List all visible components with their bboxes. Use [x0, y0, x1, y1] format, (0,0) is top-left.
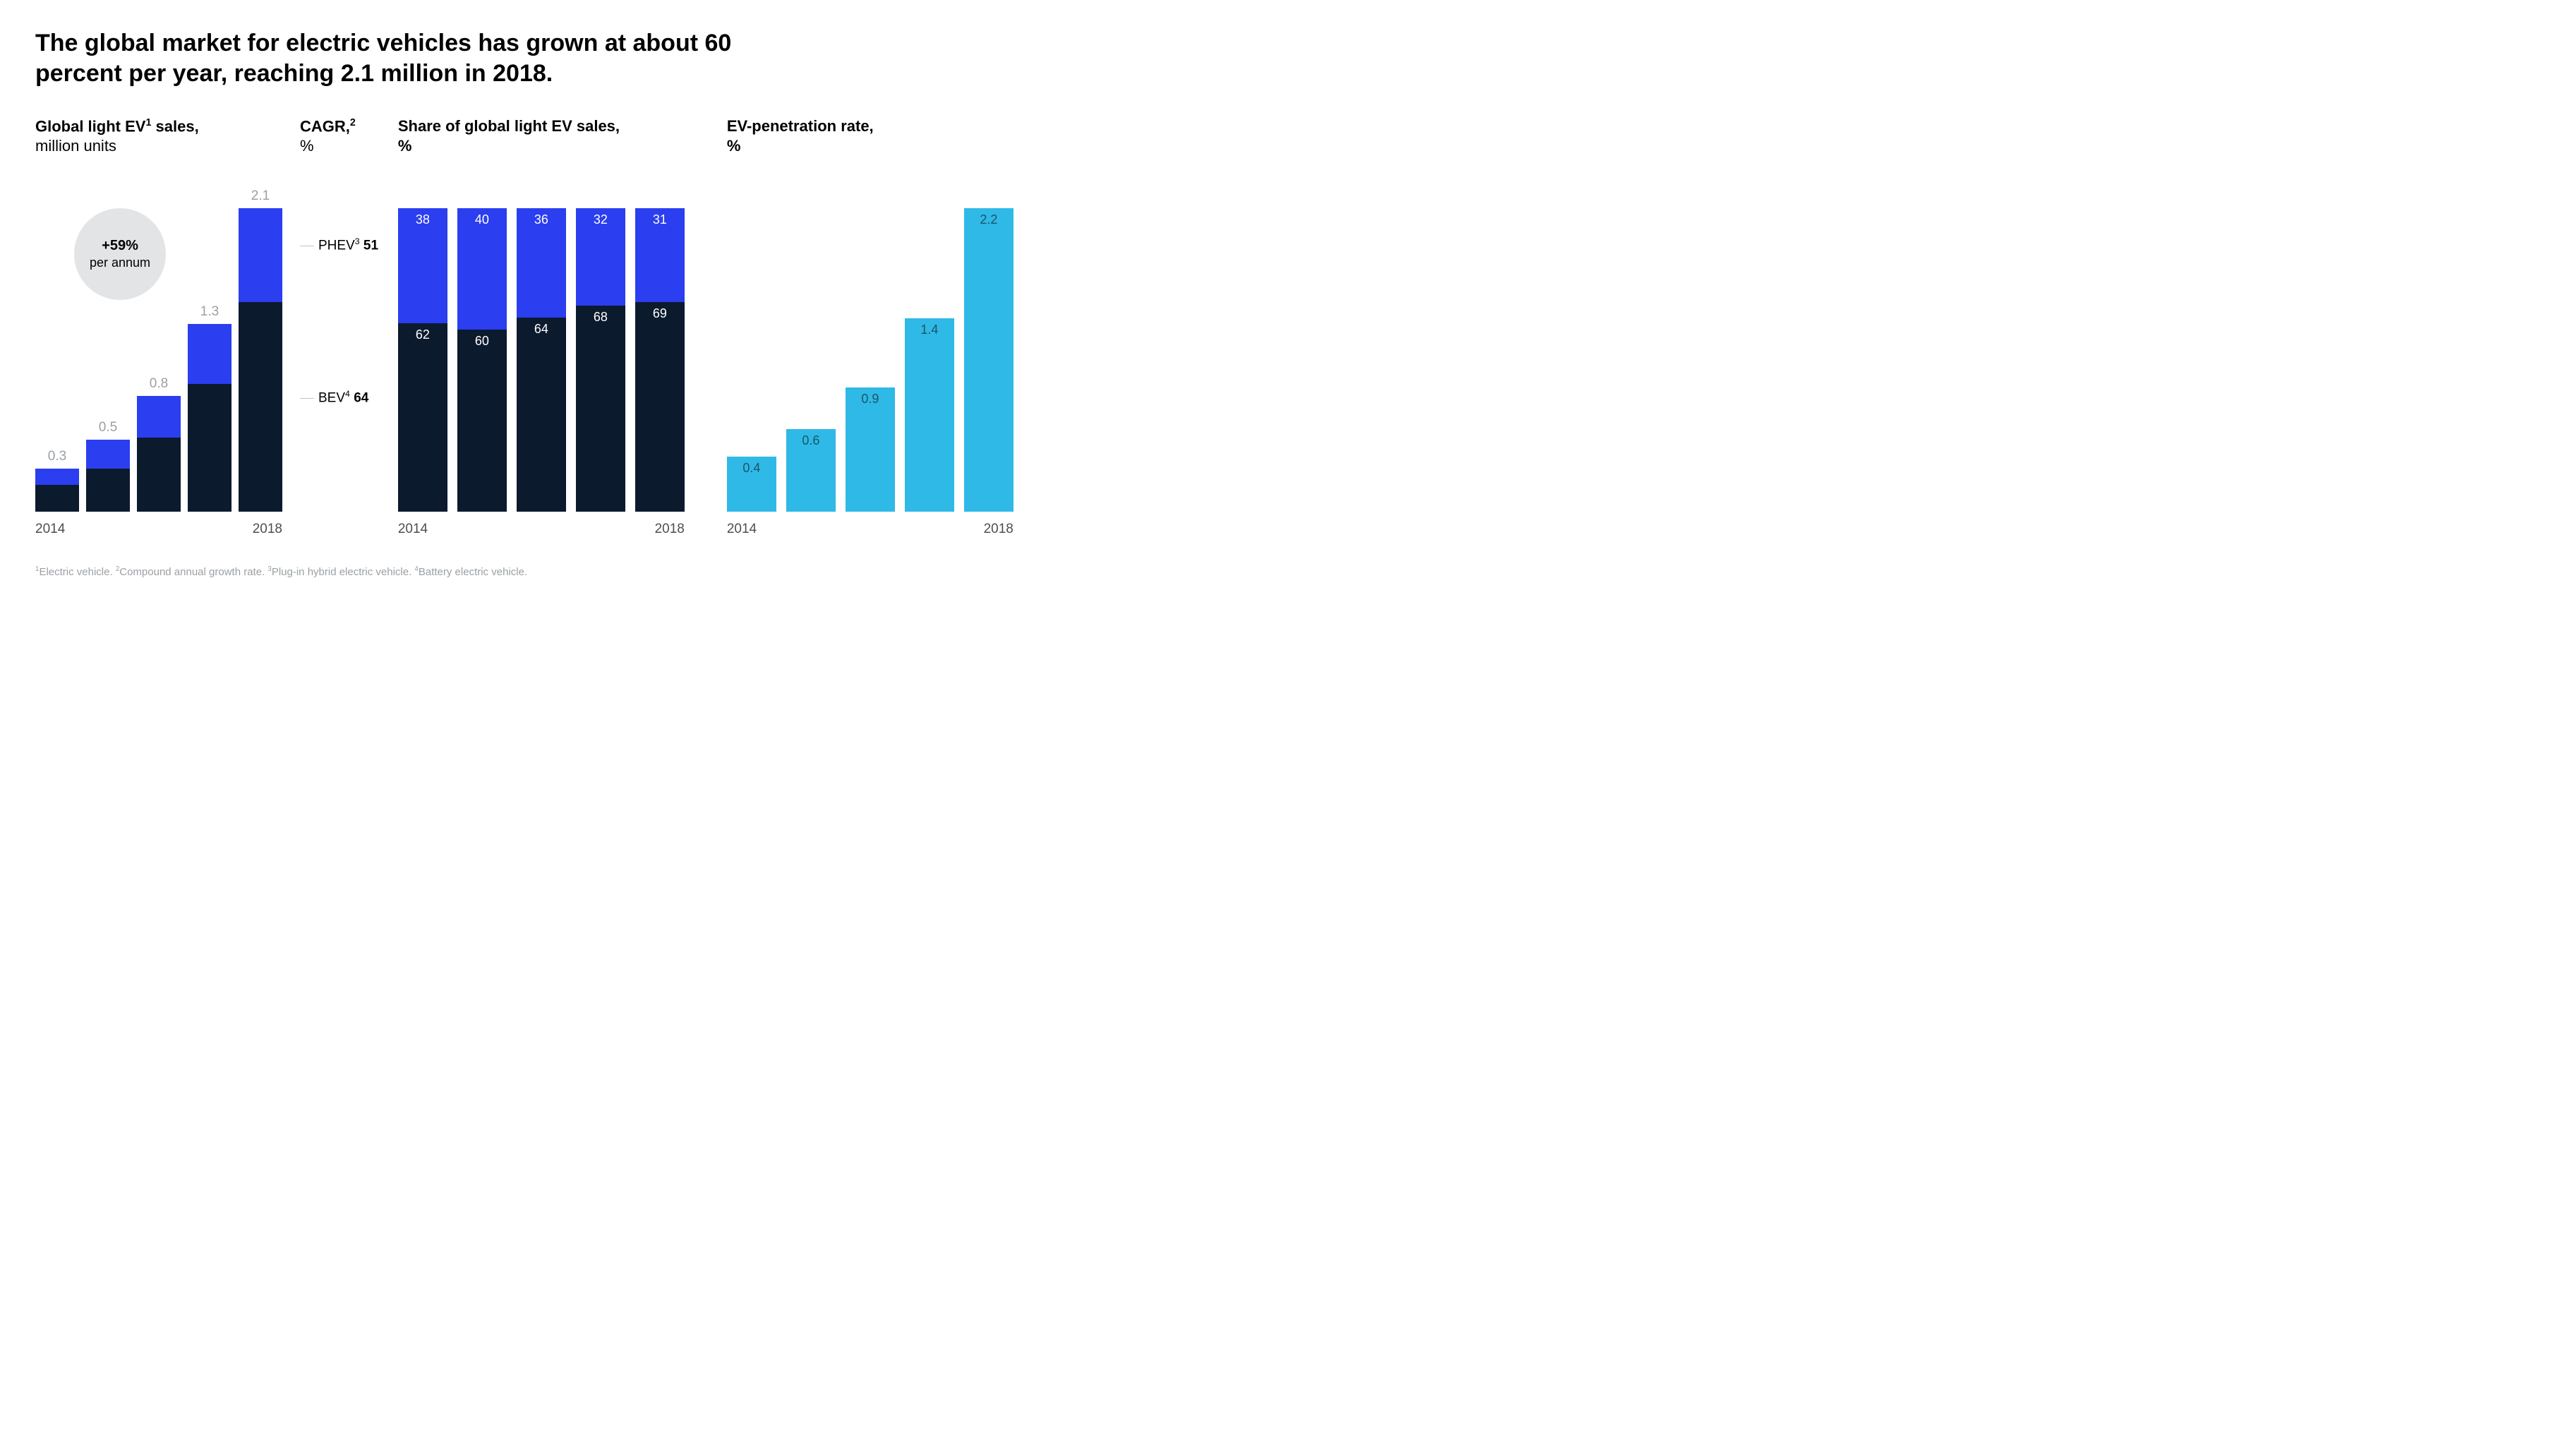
chart3-value-label: 2.2 — [964, 208, 1014, 512]
chart1-seg-bev — [188, 384, 231, 512]
chart2-seg-phev: 32 — [576, 208, 625, 306]
chart1-bar: 0.8 — [137, 376, 181, 512]
cagr-subtitle: % — [300, 137, 356, 155]
chart2-bar: 3169 — [635, 208, 685, 512]
chart3-bar: 0.6 — [786, 429, 836, 512]
chart3-bar: 0.4 — [727, 457, 776, 512]
chart1-total-label: 1.3 — [200, 304, 219, 320]
chart1-seg-bev — [137, 438, 181, 512]
panel-share: Share of global light EV sales, % 386240… — [398, 116, 685, 537]
chart2-seg-phev: 31 — [635, 208, 685, 302]
chart2-xaxis: 2014 2018 — [398, 522, 685, 537]
chart1-seg-bev — [239, 302, 282, 512]
page-title: The global market for electric vehicles … — [35, 28, 812, 88]
chart3-value-label: 1.4 — [905, 318, 954, 512]
panel-penetration: EV-penetration rate, % 0.40.60.91.42.2 2… — [727, 116, 1014, 537]
chart2-seg-bev: 68 — [576, 306, 625, 512]
cagr-title: CAGR,2 — [300, 116, 356, 137]
chart2-seg-phev: 40 — [457, 208, 507, 330]
chart1-total-label: 0.8 — [150, 376, 168, 392]
chart1-bar: 0.3 — [35, 449, 79, 512]
panels-row: Global light EV1 sales, million units 0.… — [35, 116, 2515, 537]
chart3-value-label: 0.4 — [727, 457, 776, 512]
chart1-bar: 0.5 — [86, 420, 130, 512]
chart3-value-label: 0.6 — [786, 429, 836, 512]
panel3-subtitle: % — [727, 137, 1014, 155]
chart3-bar: 1.4 — [905, 318, 954, 512]
chart3-area: 0.40.60.91.42.2 — [727, 180, 1014, 512]
chart1-seg-phev — [86, 440, 130, 469]
chart1-area: 0.3 0.5 0.8 1.3 2.1 +59%per annum — [35, 180, 282, 512]
chart2-seg-bev: 64 — [517, 318, 566, 512]
chart2-bar: 3664 — [517, 208, 566, 512]
chart1-bar: 2.1 — [239, 188, 282, 512]
chart1-xlabel: 2014 — [35, 522, 65, 537]
chart1-xaxis: 2014 2018 — [35, 522, 282, 537]
cagr-callouts: PHEV3 51BEV4 64 — [300, 180, 356, 512]
chart3-bar: 2.2 — [964, 208, 1014, 512]
chart2-xlabel: 2014 — [398, 522, 428, 537]
panel1-subtitle: million units — [35, 137, 282, 155]
chart3-xlabel: 2014 — [727, 522, 757, 537]
chart2-seg-bev: 69 — [635, 302, 685, 512]
cagr-callout: PHEV3 51 — [300, 236, 378, 253]
chart3-bar: 0.9 — [846, 387, 895, 512]
chart1-seg-bev — [86, 469, 130, 512]
chart1-seg-phev — [239, 208, 282, 302]
annum-badge: +59%per annum — [74, 208, 166, 300]
cagr-callout: BEV4 64 — [300, 389, 368, 406]
chart2-seg-phev: 38 — [398, 208, 447, 323]
chart1-bar: 1.3 — [188, 304, 231, 512]
chart3-xlabel: 2018 — [984, 522, 1014, 537]
chart2-area: 38624060366432683169 — [398, 180, 685, 512]
footnotes: 1Electric vehicle. 2Compound annual grow… — [35, 565, 2515, 578]
panel1-title: Global light EV1 sales, — [35, 116, 282, 137]
chart2-xlabel: 2018 — [655, 522, 685, 537]
chart1-seg-phev — [137, 396, 181, 438]
chart2-bar: 3862 — [398, 208, 447, 512]
panel3-title: EV-penetration rate, — [727, 116, 1014, 137]
chart3-value-label: 0.9 — [846, 387, 895, 512]
chart1-total-label: 0.3 — [48, 449, 66, 464]
panel2-title: Share of global light EV sales, — [398, 116, 685, 137]
chart3-xaxis: 2014 2018 — [727, 522, 1014, 537]
panel-global-sales: Global light EV1 sales, million units 0.… — [35, 116, 356, 537]
chart1-total-label: 2.1 — [251, 188, 270, 204]
chart1-xlabel: 2018 — [253, 522, 282, 537]
chart2-seg-bev: 60 — [457, 330, 507, 512]
chart1-seg-phev — [35, 469, 79, 485]
chart2-seg-bev: 62 — [398, 323, 447, 512]
chart2-bar: 4060 — [457, 208, 507, 512]
chart2-bar: 3268 — [576, 208, 625, 512]
panel2-subtitle: % — [398, 137, 685, 155]
chart1-seg-phev — [188, 324, 231, 384]
chart1-total-label: 0.5 — [99, 420, 117, 435]
chart2-seg-phev: 36 — [517, 208, 566, 318]
chart1-seg-bev — [35, 485, 79, 512]
